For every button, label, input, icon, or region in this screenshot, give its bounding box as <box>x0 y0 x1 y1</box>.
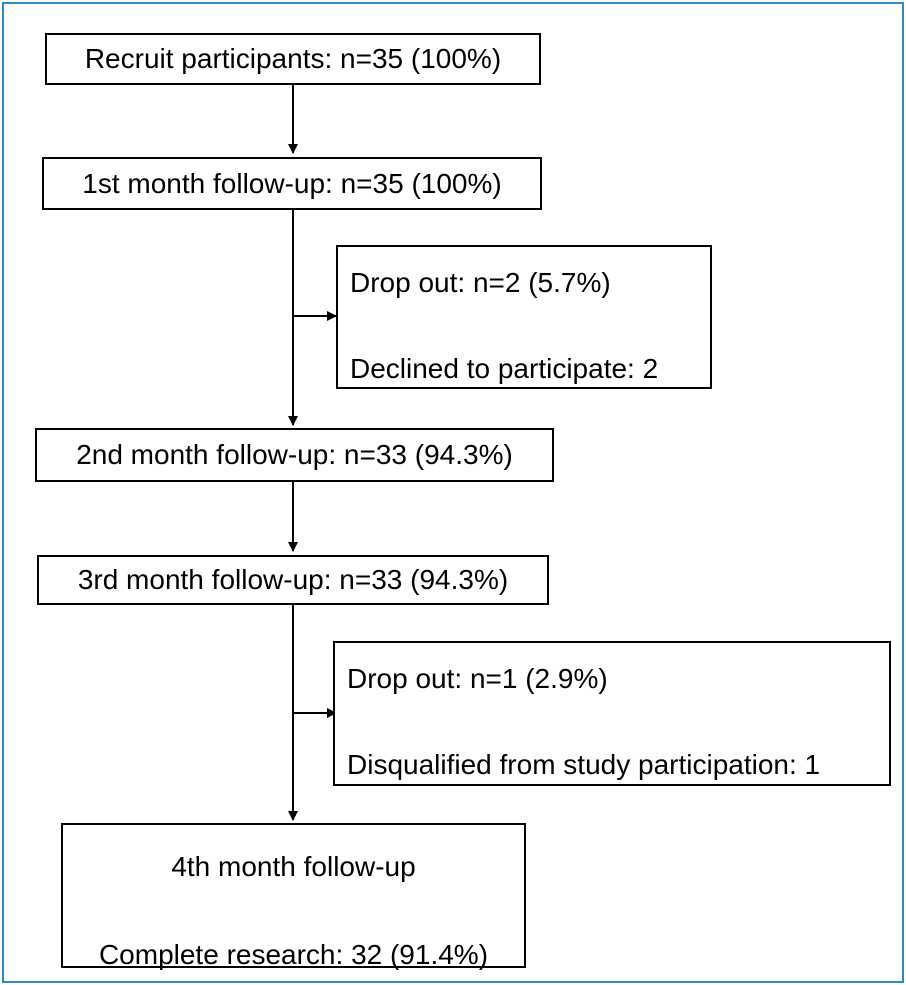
month3-box: 3rd month follow-up: n=33 (94.3%) <box>37 555 549 605</box>
dropout1-title: Drop out: n=2 (5.7%) <box>350 267 611 298</box>
month4-title: 4th month follow-up <box>171 851 416 882</box>
dropout2-title: Drop out: n=1 (2.9%) <box>347 663 608 694</box>
dropout2-box: Drop out: n=1 (2.9%) Disqualified from s… <box>333 641 891 786</box>
month2-label: 2nd month follow-up: n=33 (94.3%) <box>76 439 513 470</box>
dropout1-reason: Declined to participate: 2 <box>350 353 659 384</box>
dropout1-box: Drop out: n=2 (5.7%) Declined to partici… <box>336 245 712 389</box>
month3-label: 3rd month follow-up: n=33 (94.3%) <box>77 564 509 595</box>
month1-label: 1st month follow-up: n=35 (100%) <box>82 167 502 199</box>
recruit-label: Recruit participants: n=35 (100%) <box>84 43 502 74</box>
month2-box: 2nd month follow-up: n=33 (94.3%) <box>35 428 554 482</box>
month4-result: Complete research: 32 (91.4%) <box>98 939 489 970</box>
recruit-box: Recruit participants: n=35 (100%) <box>45 33 541 85</box>
month1-box: 1st month follow-up: n=35 (100%) <box>42 157 542 210</box>
month4-box: 4th month follow-up Complete research: 3… <box>61 823 526 970</box>
dropout2-reason: Disqualified from study participation: 1 <box>347 749 821 780</box>
